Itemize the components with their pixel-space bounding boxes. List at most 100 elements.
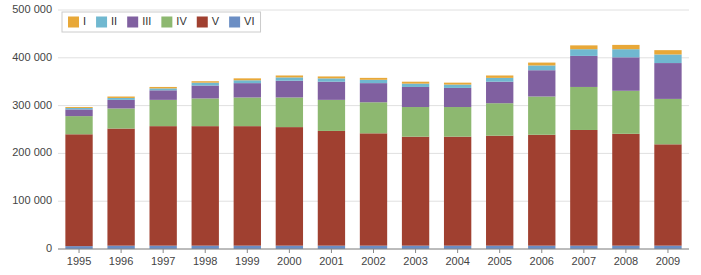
bar-segment [528,63,555,66]
bar-segment [654,144,681,245]
chart: 0100 000200 000300 000400 000500 0001995… [0,0,701,275]
x-tick-label: 2008 [614,255,638,267]
series-bars [65,56,681,116]
bar-segment [612,134,639,246]
bar-segment [107,108,134,128]
y-tick-label: 500 000 [12,3,52,15]
bar-segment [234,78,261,80]
bar-segment [486,136,513,246]
y-grid [58,10,689,249]
series-bars [65,126,681,246]
x-tick [247,249,248,253]
x-tick [457,249,458,253]
legend-label: II [111,15,117,27]
x-tick-label: 2002 [361,255,385,267]
bar-segment [570,87,597,130]
x-tick-label: 2001 [319,255,343,267]
bar-segment [486,82,513,104]
bar-segment [402,84,429,87]
bar-segment [654,63,681,99]
bar-segment [360,133,387,245]
x-tick [163,249,164,253]
bar-segment [486,103,513,136]
bar-segment [486,246,513,249]
bar-segment [149,246,176,249]
x-tick-label: 2003 [403,255,427,267]
bar-segment [107,246,134,249]
bar-segment [149,90,176,100]
bar-segment [276,97,303,127]
bar-segment [318,76,345,78]
bars [65,45,681,249]
x-tick-label: 2004 [445,255,469,267]
bar-segment [107,100,134,109]
bar-segment [234,126,261,245]
legend-label: III [142,15,151,27]
y-tick-label: 400 000 [12,51,52,63]
legend-swatch [68,17,79,28]
x-tick-label: 2009 [656,255,680,267]
x-tick-label: 1997 [151,255,175,267]
x-tick-label: 1995 [67,255,91,267]
bar-segment [444,107,471,137]
bar-segment [570,45,597,49]
bar-segment [402,107,429,137]
bar-segment [192,81,219,82]
x-tick-label: 2005 [487,255,511,267]
bar-segment [149,100,176,126]
y-axis: 0100 000200 000300 000400 000500 000 [12,3,52,254]
x-tick [289,249,290,253]
bar-segment [192,86,219,99]
bar-segment [192,126,219,245]
bar-segment [654,99,681,144]
bar-segment [444,246,471,249]
bar-segment [276,75,303,77]
bar-segment [654,50,681,54]
x-tick-label: 2007 [572,255,596,267]
bar-segment [444,83,471,85]
bar-segment [65,108,92,109]
bar-segment [149,88,176,90]
bar-segment [234,97,261,126]
bar-segment [276,77,303,80]
bar-segment [360,80,387,83]
bar-segment [528,70,555,96]
bar-segment [65,116,92,134]
bar-segment [149,126,176,245]
legend-swatch [197,17,208,28]
x-tick [373,249,374,253]
bar-segment [276,246,303,249]
bar-segment [570,56,597,87]
bar-segment [360,78,387,80]
bar-segment [402,82,429,84]
bar-segment [65,109,92,116]
y-tick-label: 200 000 [12,146,52,158]
bar-segment [402,87,429,107]
y-tick-label: 0 [46,242,52,254]
x-tick [583,249,584,253]
x-axis: 1995199619971998199920002001200220032004… [58,249,689,267]
bar-segment [318,131,345,246]
bar-segment [444,88,471,107]
bar-segment [107,97,134,98]
bar-segment [654,246,681,249]
legend-label: I [83,15,86,27]
bar-segment [528,65,555,70]
bar-segment [234,80,261,83]
x-tick-label: 1996 [109,255,133,267]
bar-segment [149,87,176,88]
bar-segment [107,98,134,100]
bar-segment [612,91,639,134]
bar-segment [65,107,92,109]
legend-frame [62,12,261,32]
series-bars [65,49,681,109]
bar-segment [360,246,387,249]
bar-segment [360,83,387,102]
bar-segment [318,78,345,81]
x-tick [667,249,668,253]
bar-segment [402,137,429,246]
y-tick-label: 300 000 [12,99,52,111]
series-bars [65,246,681,249]
bar-segment [570,49,597,56]
bar-segment [192,246,219,249]
